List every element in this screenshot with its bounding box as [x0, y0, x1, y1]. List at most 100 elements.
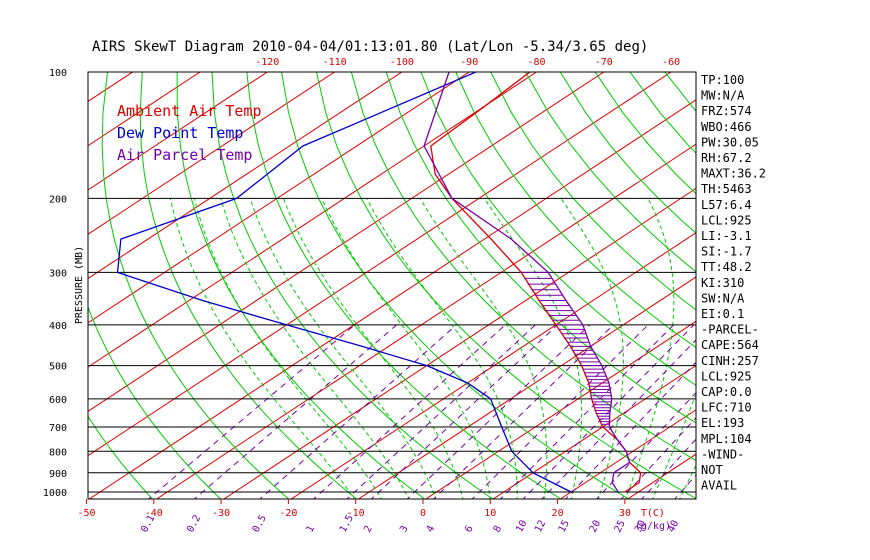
isotherm-line — [759, 72, 870, 501]
index-line: L57:6.4 — [701, 198, 752, 212]
index-line: KI:310 — [701, 276, 744, 290]
isotherm-line — [827, 72, 870, 501]
legend-entry: Air Parcel Temp — [117, 146, 252, 164]
index-line: RH:67.2 — [701, 151, 752, 165]
moist-adiabat-line — [679, 464, 696, 499]
moist-adiabat-line — [321, 198, 491, 499]
index-line: TP:100 — [701, 73, 744, 87]
isotherm-line — [88, 72, 335, 235]
temp-tick-label: 0 — [420, 508, 426, 519]
index-line: LCL:925 — [701, 369, 752, 383]
index-line: WBO:466 — [701, 120, 752, 134]
pressure-tick-label: 600 — [49, 395, 67, 406]
chart-title: AIRS SkewT Diagram 2010-04-04/01:13:01.8… — [92, 39, 648, 55]
temp-tick-label: 20 — [552, 508, 564, 519]
mixing-ratio-label: 8 — [492, 524, 505, 534]
pressure-tick-label: 100 — [49, 68, 67, 79]
index-line: -PARCEL- — [701, 323, 759, 337]
isotherm-line — [0, 72, 65, 501]
mixing-ratio-line — [346, 324, 536, 499]
mixing-ratio-label: 0.2 — [185, 513, 203, 534]
plot-frame — [87, 71, 697, 500]
pressure-tick-label: 300 — [49, 268, 67, 279]
index-line: CAP:0.0 — [701, 385, 752, 399]
mixing-ratio-line — [147, 324, 356, 499]
moist-adiabat-line — [249, 198, 437, 499]
top-temp-tick-label: -60 — [662, 57, 680, 68]
mixing-ratio-line — [522, 324, 695, 499]
dry-adiabat-line — [88, 305, 222, 499]
index-line: MAXT:36.2 — [701, 167, 766, 181]
dry-adiabat-line — [139, 72, 358, 499]
dry-adiabat-line — [246, 72, 562, 499]
dry-adiabat-line — [525, 72, 696, 273]
mixing-ratio-label: 12 — [533, 519, 548, 535]
pressure-tick-label: 200 — [49, 194, 67, 205]
mixing-ratio-label: 0.5 — [251, 513, 269, 534]
mixing-ratio-line — [370, 324, 558, 499]
mixing-ratio-label: 25 — [613, 519, 628, 535]
index-line: TH:5463 — [701, 182, 752, 196]
index-line: AVAIL — [701, 479, 737, 493]
temp-tick-label: 30 — [619, 508, 631, 519]
series-line — [116, 72, 572, 493]
moist-adiabat-line — [366, 198, 518, 499]
temp-tick-label: -50 — [77, 508, 95, 519]
top-temp-tick-label: -110 — [323, 57, 347, 68]
mixing-ratio-line — [564, 361, 696, 499]
mixing-ratio-line — [193, 324, 397, 499]
index-line: LI:-3.1 — [701, 229, 752, 243]
mixing-ratio-label: 3 — [398, 524, 411, 534]
index-line: EI:0.1 — [701, 307, 744, 321]
isotherm-line — [559, 409, 696, 499]
mixing-ratio-label: 30 — [633, 519, 648, 535]
index-line: LCL:925 — [701, 213, 752, 227]
index-line: MW:N/A — [701, 89, 745, 103]
mixing-ratio-line — [471, 324, 649, 499]
mixing-ratio-label: 6 — [463, 524, 476, 534]
top-temp-tick-label: -70 — [595, 57, 613, 68]
index-line: CINH:257 — [701, 354, 759, 368]
mixing-ratio-line — [406, 324, 591, 499]
background-grid — [0, 72, 870, 501]
temp-tick-label: 10 — [484, 508, 496, 519]
index-line: LFC:710 — [701, 401, 752, 415]
dry-adiabat-line — [804, 72, 870, 501]
dry-adiabat-line — [101, 72, 290, 499]
dry-adiabat-line — [0, 72, 18, 501]
top-temp-tick-label: -80 — [527, 57, 545, 68]
dry-adiabat-line — [455, 72, 696, 349]
isotherm-line — [88, 72, 537, 368]
moist-adiabat-line — [419, 198, 548, 499]
dry-adiabat-line — [769, 72, 870, 501]
isotherm-line — [88, 72, 268, 191]
series-line — [423, 72, 631, 493]
mixing-ratio-label: 20 — [588, 519, 603, 535]
top-temp-tick-label: -120 — [255, 57, 279, 68]
mixing-ratio-label: 10 — [514, 519, 529, 535]
mixing-ratio-label: 4 — [425, 524, 438, 534]
pressure-tick-label: 400 — [49, 321, 67, 332]
index-line: EL:193 — [701, 416, 744, 430]
isotherm-line — [88, 72, 403, 280]
isotherm-line — [155, 143, 696, 499]
dry-adiabat-line — [839, 72, 870, 501]
isotherm-line — [88, 72, 672, 457]
moist-adiabat-line — [169, 198, 355, 499]
isotherm-line — [492, 364, 696, 499]
isotherm-line — [88, 72, 201, 147]
index-line: MPL:104 — [701, 432, 752, 446]
dry-adiabat-line — [385, 72, 696, 424]
mixing-ratio-line — [499, 324, 674, 499]
dry-adiabat-line — [88, 415, 154, 499]
pressure-tick-label: 500 — [49, 362, 67, 373]
dry-adiabat-line — [211, 72, 494, 499]
mixing-ratio-line — [312, 324, 506, 499]
index-line: CAPE:564 — [701, 338, 759, 352]
isotherm-line — [88, 72, 605, 412]
isotherm-line — [357, 276, 696, 499]
pressure-tick-label: 900 — [49, 469, 67, 480]
isotherm-line — [88, 72, 133, 103]
x-axis-label: T(C) — [641, 508, 665, 519]
